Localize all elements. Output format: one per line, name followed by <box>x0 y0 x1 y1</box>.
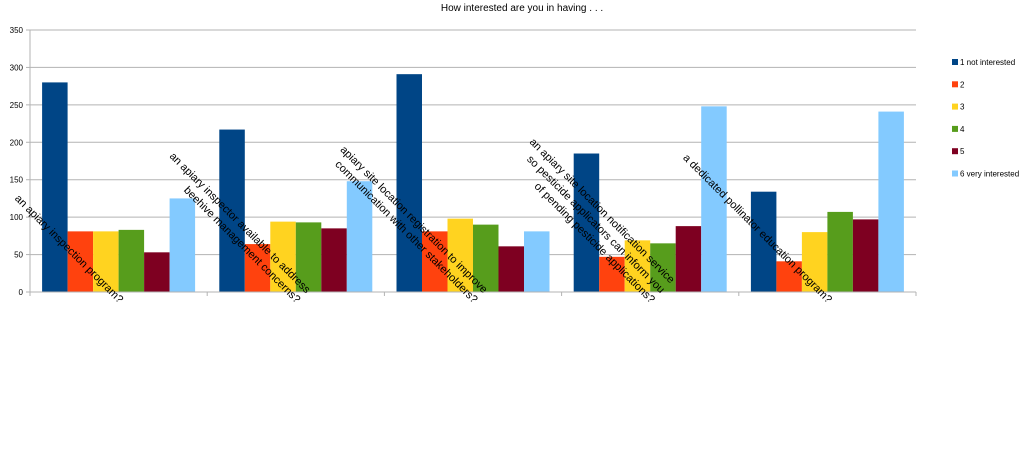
bar <box>801 232 828 292</box>
bar <box>776 261 802 292</box>
legend-swatch <box>952 148 958 155</box>
bar <box>295 222 322 292</box>
bar <box>701 106 727 293</box>
bar <box>599 256 625 292</box>
y-tick-label: 150 <box>10 176 24 185</box>
legend-swatch <box>952 81 958 88</box>
legend-label: 4 <box>960 125 965 134</box>
bar <box>93 231 119 292</box>
y-tick-label: 200 <box>10 138 24 147</box>
bar <box>144 252 170 292</box>
bar <box>524 231 550 292</box>
legend-label: 5 <box>960 147 965 156</box>
bar <box>447 218 473 292</box>
bar <box>675 226 702 292</box>
legend-swatch <box>952 125 958 132</box>
bar <box>270 221 296 292</box>
legend-item[interactable]: 2 <box>952 80 965 89</box>
legend-swatch <box>952 59 958 65</box>
bar <box>827 211 853 292</box>
bar <box>624 240 651 292</box>
bar <box>42 82 68 293</box>
y-tick-label: 300 <box>10 63 24 72</box>
legend-swatch <box>952 170 958 177</box>
bar <box>244 244 271 292</box>
bar <box>852 219 879 292</box>
y-tick-label: 250 <box>10 101 24 110</box>
bar <box>650 243 676 292</box>
bars <box>42 74 904 293</box>
bar <box>321 228 347 292</box>
legend-swatch <box>952 103 958 110</box>
legend-item[interactable]: 6 very interested <box>952 170 1019 179</box>
legend-label: 3 <box>960 103 965 112</box>
bar <box>396 74 422 292</box>
legend-label: 6 very interested <box>960 170 1019 179</box>
legend-item[interactable]: 1 not interested <box>952 58 1015 67</box>
bar <box>878 111 904 292</box>
legend-item[interactable]: 3 <box>952 103 965 112</box>
legend-item[interactable]: 4 <box>952 125 965 134</box>
bar <box>169 198 196 292</box>
legend-label: 2 <box>960 80 965 89</box>
bar <box>750 191 777 292</box>
bar <box>422 231 448 292</box>
bar <box>346 181 373 292</box>
chart-title: How interested are you in having . . . <box>441 3 603 14</box>
bar <box>473 224 499 292</box>
y-tick-label: 50 <box>14 251 23 260</box>
bar <box>67 231 94 292</box>
bar <box>118 229 145 292</box>
y-tick-label: 100 <box>10 213 24 222</box>
y-tick-label: 0 <box>19 288 24 297</box>
bar <box>573 153 600 292</box>
legend-item[interactable]: 5 <box>952 147 965 156</box>
y-tick-label: 350 <box>10 26 24 35</box>
legend[interactable]: 1 not interested 2 3 4 5 6 very interested <box>952 58 1019 179</box>
bar <box>498 246 524 292</box>
bar <box>219 129 245 292</box>
legend-label: 1 not interested <box>960 58 1015 67</box>
